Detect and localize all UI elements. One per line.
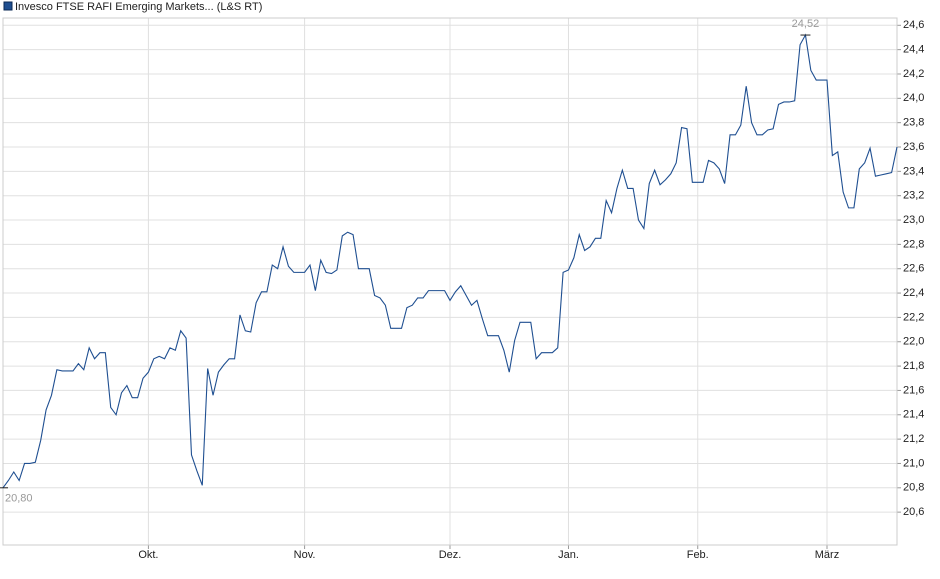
y-tick-label: 24,4 — [903, 44, 924, 56]
legend-label: Invesco FTSE RAFI Emerging Markets... (L… — [15, 1, 262, 13]
x-tick-label: Nov. — [294, 549, 316, 561]
y-tick-label: 21,0 — [903, 457, 924, 469]
x-tick-label: Jan. — [558, 549, 579, 561]
y-tick-label: 22,6 — [903, 263, 924, 275]
y-tick-label: 23,8 — [903, 117, 924, 129]
y-tick-label: 23,2 — [903, 190, 924, 202]
y-tick-label: 21,4 — [903, 409, 924, 421]
value-label: 24,52 — [792, 18, 820, 30]
y-tick-label: 24,0 — [903, 92, 924, 104]
y-tick-label: 23,0 — [903, 214, 924, 226]
plot-frame — [2, 17, 898, 546]
y-tick-label: 24,6 — [903, 19, 924, 31]
x-tick-label: Okt. — [138, 549, 158, 561]
y-tick-label: 22,2 — [903, 311, 924, 323]
y-tick-label: 23,6 — [903, 141, 924, 153]
line — [2, 33, 898, 489]
x-tick-label: März — [815, 549, 839, 561]
y-tick-label: 22,4 — [903, 287, 924, 299]
y-tick-label: 21,6 — [903, 384, 924, 396]
x-tick-label: Feb. — [687, 549, 709, 561]
y-tick-label: 21,8 — [903, 360, 924, 372]
y-tick-label: 24,2 — [903, 68, 924, 80]
y-tick-label: 22,0 — [903, 336, 924, 348]
value-label: 20,80 — [5, 493, 33, 505]
y-tick-label: 20,8 — [903, 482, 924, 494]
legend-swatch — [3, 1, 13, 11]
y-tick-label: 23,4 — [903, 165, 924, 177]
y-tick-label: 21,2 — [903, 433, 924, 445]
y-tick-label: 20,6 — [903, 506, 924, 518]
x-tick-label: Dez. — [439, 549, 462, 561]
y-tick-label: 22,8 — [903, 238, 924, 250]
